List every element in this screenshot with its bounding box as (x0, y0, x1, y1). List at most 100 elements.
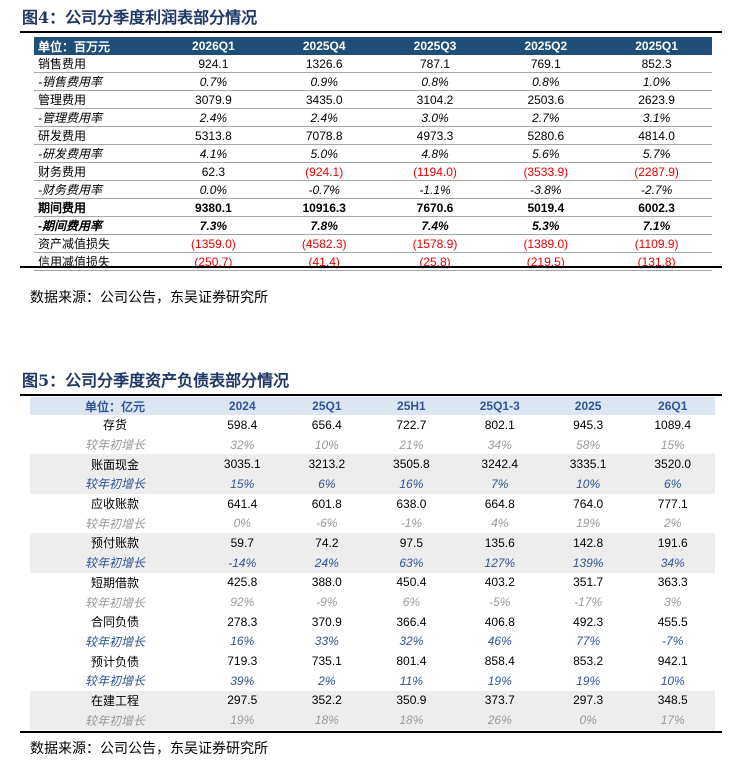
row-label: 较年初增长 (30, 552, 200, 573)
cell-value: 403.2 (484, 575, 515, 590)
cell-value: 363.3 (657, 575, 688, 590)
cell-value: 0.0% (158, 180, 269, 199)
table-row: 预计负债 719.3 735.1 801.4 858.4 853.2 942.1 (30, 651, 715, 671)
table-row: 短期借款 425.8 388.0 450.4 403.2 351.7 363.3 (30, 573, 715, 593)
divider (20, 266, 722, 268)
cell-value: 3242.4 (453, 454, 546, 475)
cell-value: 2.4% (268, 108, 380, 127)
cell-value: 2.7% (490, 108, 602, 127)
row-label: -销售费用率 (34, 72, 158, 91)
cell-value: 2% (318, 673, 336, 688)
cell-value: 3435.0 (268, 90, 380, 109)
cell-value: 3079.9 (158, 90, 269, 109)
cell-value: (2287.9) (601, 162, 712, 181)
column-header: 2025Q3 (379, 37, 491, 55)
income-statement-table: 单位：百万元 2026Q1 2025Q4 2025Q3 2025Q2 2025Q1 销售费用… (34, 37, 712, 271)
cell-value: (4582.3) (268, 234, 380, 253)
cell-value: 4973.3 (379, 126, 491, 145)
cell-value: 142.8 (545, 533, 631, 553)
table-row: 应收账款 641.4 601.8 638.0 664.8 764.0 777.1 (30, 494, 715, 514)
cell-value: 34% (487, 437, 512, 452)
table-row: -财务费用率 0.0% -0.7% -1.1% -3.8% -2.7% (34, 180, 712, 199)
cell-value: 0.9% (268, 72, 380, 91)
column-header: 2025Q1 (601, 37, 712, 55)
cell-value: 135.6 (453, 533, 546, 553)
table-row: 销售费用 924.1 1326.6 787.1 769.1 852.3 (34, 55, 712, 73)
cell-value: 10% (660, 673, 685, 688)
cell-value: 6% (630, 474, 715, 494)
fig5-source: 数据来源：公司公告，东吴证券研究所 (30, 741, 268, 757)
cell-value: 62.3 (158, 162, 269, 181)
cell-value: 39% (230, 673, 255, 688)
cell-value: 0% (233, 516, 251, 531)
cell-value: -7% (662, 634, 684, 649)
cell-value: 4.8% (379, 144, 491, 163)
table-row: 研发费用 5313.8 7078.8 4973.3 5280.6 4814.0 (34, 126, 712, 145)
cell-value: (1578.9) (379, 234, 491, 253)
fig5-title: 图5：公司分季度资产负债表部分情况 (22, 371, 290, 390)
row-label: 期间费用 (34, 198, 158, 217)
table-row: 资产减值损失 (1359.0) (4582.3) (1578.9) (1389.0) (1… (34, 234, 712, 253)
cell-value: 77% (576, 634, 601, 649)
cell-value: 5019.4 (490, 198, 602, 217)
table-row: -销售费用率 0.7% 0.9% 0.8% 0.8% 1.0% (34, 72, 712, 91)
cell-value: 719.3 (227, 654, 258, 669)
cell-value: 32% (399, 634, 424, 649)
row-label: 销售费用 (34, 55, 158, 73)
cell-value: 388.0 (311, 575, 342, 590)
table-row: -研发费用率 4.1% 5.0% 4.8% 5.6% 5.7% (34, 144, 712, 163)
cell-value: (1389.0) (490, 234, 602, 253)
cell-value: 19% (200, 710, 285, 730)
cell-value: 735.1 (311, 654, 342, 669)
cell-value: 7078.8 (268, 126, 380, 145)
cell-value: 406.8 (484, 614, 515, 629)
cell-value: 59.7 (200, 533, 285, 553)
row-label: 较年初增长 (84, 516, 145, 531)
cell-value: 598.4 (227, 417, 258, 432)
column-header: 25H1 (369, 397, 454, 415)
row-label: -期间费用率 (34, 216, 158, 235)
cell-value: 638.0 (396, 496, 427, 511)
cell-value: 10916.3 (268, 198, 380, 217)
table-row: 较年初增长 -14% 24% 63% 127% 139% 34% (30, 552, 715, 573)
cell-value: -1.1% (379, 180, 491, 199)
balance-sheet-table: 单位：亿元 2024 25Q1 25H1 25Q1-3 2025 26Q1 存货 598.4 65… (30, 397, 715, 730)
cell-value: 945.3 (573, 417, 604, 432)
row-label: 资产减值损失 (34, 234, 158, 253)
cell-value: 2.4% (158, 108, 269, 127)
cell-value: -17% (574, 595, 603, 610)
cell-value: (3533.9) (490, 162, 602, 181)
row-label: 较年初增长 (30, 710, 200, 730)
row-label: 较年初增长 (84, 674, 145, 689)
table-row: 较年初增长 32% 10% 21% 34% 58% 15% (30, 435, 715, 455)
cell-value: 19% (487, 673, 512, 688)
cell-value: 641.4 (227, 496, 258, 511)
cell-value: 19% (576, 516, 601, 531)
cell-value: (924.1) (268, 162, 380, 181)
cell-value: 46% (487, 634, 512, 649)
cell-value: 3.1% (601, 108, 712, 127)
row-label: 财务费用 (34, 162, 158, 181)
cell-value: 58% (576, 437, 601, 452)
cell-value: 15% (200, 474, 285, 494)
row-label: 合同负债 (90, 615, 139, 630)
cell-value: 5.0% (268, 144, 380, 163)
cell-value: 942.1 (657, 654, 688, 669)
cell-value: 924.1 (158, 55, 269, 73)
cell-value: 492.3 (573, 614, 604, 629)
cell-value: 852.3 (601, 55, 712, 73)
cell-value: 7.8% (268, 216, 380, 235)
cell-value: 2% (664, 516, 682, 531)
table-row: 在建工程 297.5 352.2 350.9 373.7 297.3 348.5 (30, 690, 715, 711)
fig4-title: 图4：公司分季度利润表部分情况 (22, 8, 258, 27)
cell-value: 127% (453, 552, 546, 573)
cell-value: 5.7% (601, 144, 712, 163)
cell-value: 352.2 (284, 690, 370, 711)
cell-value: 11% (399, 673, 423, 688)
cell-value: 3335.1 (545, 454, 631, 475)
cell-value: 0.8% (379, 72, 491, 91)
cell-value: 1089.4 (654, 417, 692, 432)
cell-value: (1359.0) (158, 234, 269, 253)
cell-value: 74.2 (284, 533, 370, 553)
row-label: 在建工程 (30, 690, 200, 711)
